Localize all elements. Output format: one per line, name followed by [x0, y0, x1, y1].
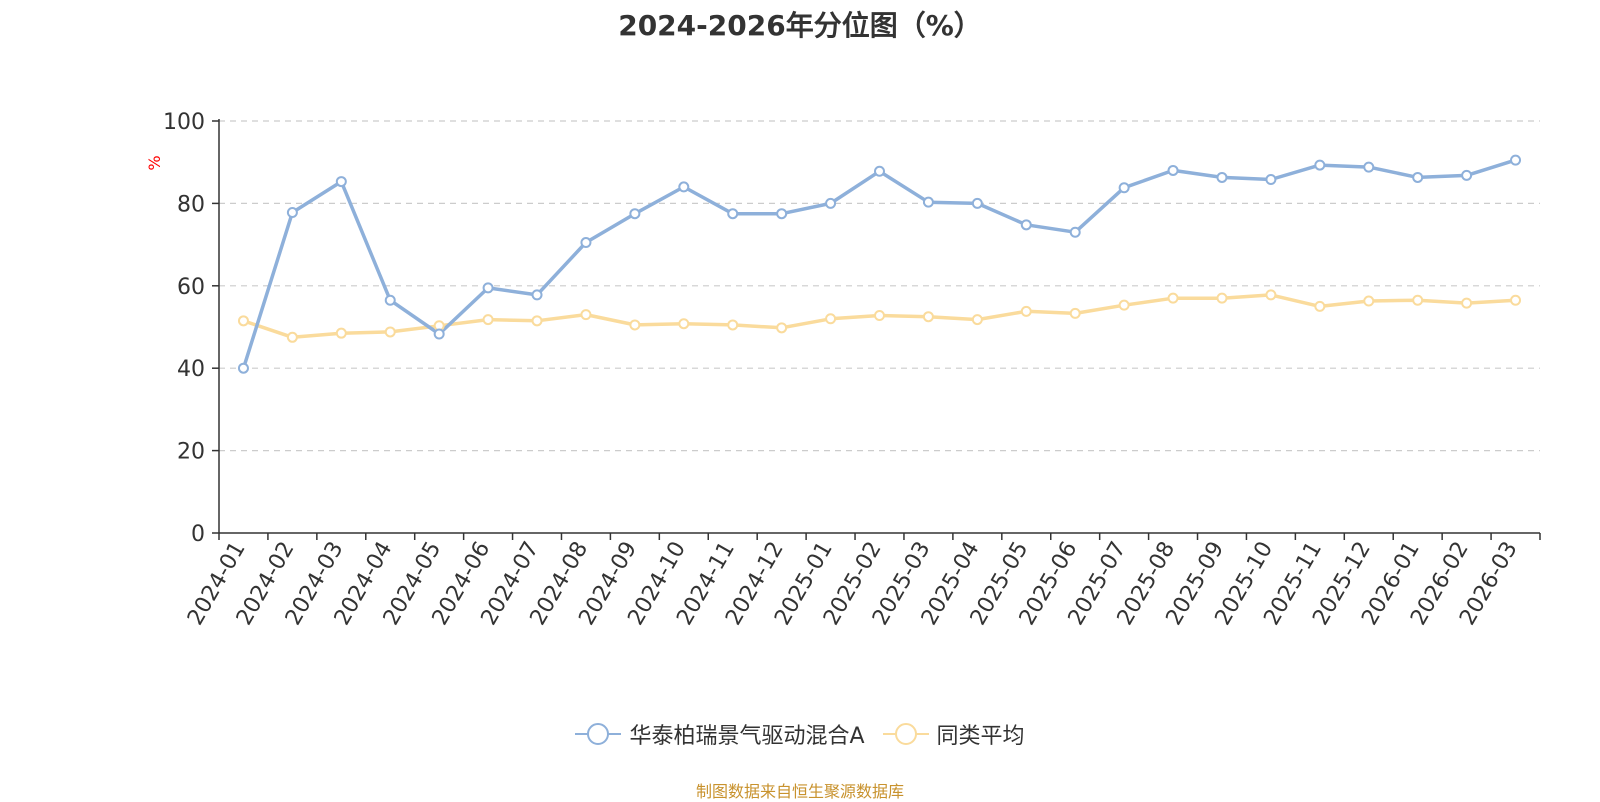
data-point	[874, 309, 885, 321]
y-tick-label: 20	[177, 440, 205, 465]
data-point	[1167, 164, 1179, 176]
data-point	[922, 196, 934, 208]
data-point	[384, 326, 396, 338]
legend-line-circle-icon	[882, 723, 929, 745]
data-point	[1314, 159, 1326, 171]
data-point	[1510, 294, 1522, 306]
data-point	[1314, 300, 1326, 312]
legend-item[interactable]: 同类平均	[882, 718, 1025, 750]
data-point	[384, 294, 396, 306]
data-point	[1412, 171, 1424, 183]
legend-swatch-marker	[894, 723, 917, 745]
data-point	[286, 206, 298, 218]
data-point	[237, 315, 249, 327]
data-point	[1461, 297, 1473, 309]
data-point	[629, 208, 641, 220]
data-point	[1412, 294, 1424, 306]
data-point	[1118, 182, 1130, 194]
data-point	[1118, 299, 1130, 311]
data-point	[678, 181, 690, 193]
data-point	[335, 327, 347, 339]
y-tick-label: 80	[177, 192, 205, 217]
data-point	[237, 362, 249, 374]
data-point	[825, 197, 837, 209]
data-point	[629, 319, 641, 331]
data-point	[776, 322, 788, 334]
data-point	[580, 237, 592, 249]
legend-swatch-marker	[587, 723, 610, 745]
data-point	[776, 208, 788, 220]
data-point	[922, 311, 934, 323]
series-lines	[241, 158, 1518, 370]
y-tick-label: 100	[163, 110, 205, 135]
chart-title: 2024-2026年分位图（%）	[618, 9, 982, 42]
data-point	[335, 176, 347, 188]
data-point	[1167, 292, 1179, 304]
y-tick-label: 60	[177, 275, 205, 300]
data-point	[825, 313, 837, 325]
grid-lines	[219, 120, 1540, 452]
data-point	[1020, 219, 1032, 231]
y-axis-unit-label: %	[145, 155, 164, 170]
data-point	[531, 315, 543, 327]
data-point	[1265, 174, 1277, 186]
data-point	[1020, 305, 1032, 317]
source-note: 制图数据来自恒生聚源数据库	[695, 782, 904, 801]
legend-line-circle-icon	[575, 723, 622, 745]
data-point	[1216, 292, 1228, 304]
data-point	[482, 282, 494, 294]
data-point	[678, 318, 690, 330]
legend-item[interactable]: 华泰柏瑞景气驱动混合A	[575, 718, 865, 750]
y-tick-label: 40	[177, 357, 205, 382]
data-point	[286, 331, 298, 343]
data-point	[1069, 307, 1081, 319]
data-point	[971, 197, 983, 209]
data-point	[727, 319, 739, 331]
data-point	[1461, 169, 1473, 181]
data-point	[1069, 226, 1081, 238]
data-point	[1363, 161, 1375, 173]
data-point	[1216, 171, 1228, 183]
data-point	[531, 289, 543, 301]
data-point	[580, 309, 592, 321]
data-point	[1510, 154, 1522, 166]
legend-label: 同类平均	[936, 724, 1025, 749]
data-points	[237, 154, 1522, 374]
legend: 华泰柏瑞景气驱动混合A 同类平均	[0, 718, 1600, 750]
data-point	[727, 208, 739, 220]
data-point	[1363, 295, 1375, 307]
legend-label: 华泰柏瑞景气驱动混合A	[629, 724, 865, 749]
series-line	[241, 158, 1518, 370]
data-point	[874, 165, 885, 177]
data-point	[433, 328, 445, 340]
data-point	[482, 314, 494, 326]
data-point	[1265, 289, 1277, 301]
data-point	[971, 314, 983, 326]
y-tick-label: 0	[191, 522, 205, 547]
